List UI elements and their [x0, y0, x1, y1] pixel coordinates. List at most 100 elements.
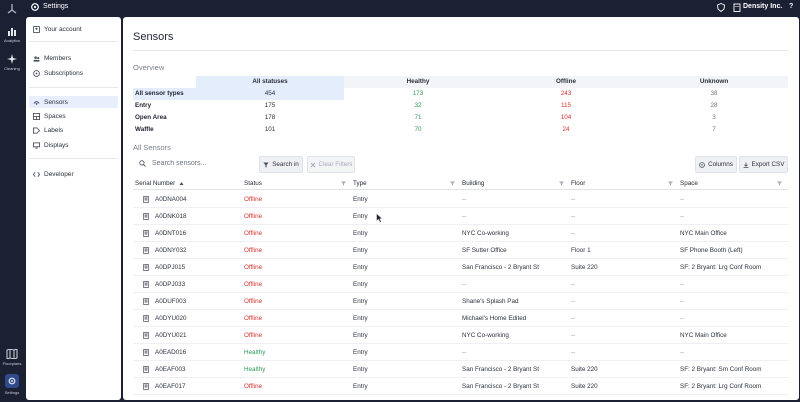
- cell-serial-number[interactable]: A0DNA004: [155, 196, 187, 203]
- sensor-device-icon: [143, 366, 149, 373]
- cell-serial-number[interactable]: A0EAD016: [155, 349, 187, 356]
- cell-serial-number[interactable]: A0DPJ033: [155, 281, 186, 288]
- cell-floor: Suite 220: [571, 383, 598, 390]
- sidenav-item-subscriptions[interactable]: Subscriptions: [29, 67, 118, 79]
- table-row[interactable]: A0DPJ015 Offline Entry San Francisco - 2 Br…: [133, 259, 788, 276]
- table-row[interactable]: A0EAD016 Healthy Entry -- -- --: [133, 344, 788, 361]
- sidenav-item-your-account[interactable]: Your account: [29, 23, 118, 35]
- sidenav-item-spaces[interactable]: Spaces: [29, 110, 118, 122]
- filter-icon[interactable]: [559, 181, 564, 186]
- help-button[interactable]: ?: [789, 3, 794, 10]
- overview-col-offline[interactable]: Offline: [492, 76, 640, 88]
- sidenav-item-sensors[interactable]: Sensors: [29, 96, 118, 108]
- cell-type: Entry: [353, 264, 368, 271]
- table-row[interactable]: A0EAF017 Offline Entry San Francisco - 2 Br…: [133, 378, 788, 395]
- cell-status: Offline: [244, 383, 263, 390]
- table-row[interactable]: A0DNT016 Offline Entry NYC Co-working -- NYC …: [133, 225, 788, 242]
- shield-icon[interactable]: [717, 3, 725, 12]
- cell-serial-number[interactable]: A0DNY032: [155, 247, 187, 254]
- search-in-button[interactable]: Search in: [259, 156, 303, 173]
- table-row[interactable]: A0EAF003 Healthy Entry San Francisco - 2 Br…: [133, 361, 788, 378]
- cell-serial-number[interactable]: A0DNT016: [155, 230, 187, 237]
- top-bar: Settings Density Inc. ?: [24, 0, 800, 15]
- settings-sidenav: Your account Members Subscriptions Senso…: [26, 17, 121, 400]
- table-row[interactable]: A0DUF003 Offline Entry Shane's Splash Pad --…: [133, 293, 788, 310]
- filter-icon[interactable]: [668, 181, 673, 186]
- sensor-device-icon: [143, 298, 149, 305]
- density-logo-icon[interactable]: [5, 3, 19, 17]
- title-divider: [133, 50, 788, 51]
- overview-col-healthy[interactable]: Healthy: [344, 76, 492, 88]
- main-content: Sensors Overview All statuses Healthy Of…: [123, 17, 799, 400]
- overview-title: Overview: [133, 63, 165, 72]
- cell-building: Shane's Splash Pad: [462, 298, 519, 305]
- sensor-device-icon: [143, 315, 149, 322]
- cell-type: Entry: [353, 281, 368, 288]
- table-row[interactable]: A0DYU020 Offline Entry Michael's Home Edite…: [133, 310, 788, 327]
- cell-serial-number[interactable]: A0DYU021: [155, 332, 187, 339]
- clear-filters-button[interactable]: Clear Filters: [307, 156, 355, 173]
- cell-status: Offline: [244, 213, 263, 220]
- col-header-type[interactable]: Type: [353, 177, 456, 190]
- overview-row[interactable]: Entry 175 32 115 28: [133, 100, 788, 112]
- sensor-device-icon: [143, 281, 149, 288]
- search-in-label: Search in: [272, 161, 299, 168]
- overview-row[interactable]: All sensor types 454 173 243 38: [133, 88, 788, 100]
- code-icon: [33, 171, 40, 177]
- table-row[interactable]: A0DPJ033 Offline Entry -- -- --: [133, 276, 788, 293]
- cell-floor: --: [571, 349, 576, 356]
- sidenav-item-label: Spaces: [44, 112, 66, 120]
- cell-floor: --: [571, 315, 576, 322]
- table-row[interactable]: A0DNA004 Offline Entry -- -- --: [133, 191, 788, 208]
- rail-item-label: Floorplans: [2, 361, 22, 366]
- cell-floor: Suite 220: [571, 366, 598, 373]
- display-icon: [33, 141, 40, 149]
- sensor-device-icon: [143, 383, 149, 390]
- filter-icon[interactable]: [341, 181, 346, 186]
- cell-type: Entry: [353, 196, 368, 203]
- cell-building: --: [462, 281, 467, 288]
- sidenav-item-developer[interactable]: Developer: [29, 168, 118, 180]
- rail-item-analytics[interactable]: Analytics: [0, 26, 24, 43]
- cell-serial-number[interactable]: A0EAF003: [155, 366, 186, 373]
- col-header-floor[interactable]: Floor: [571, 177, 674, 190]
- cell-serial-number[interactable]: A0DPJ015: [155, 264, 186, 271]
- overview-col-all-statuses[interactable]: All statuses: [196, 76, 344, 88]
- overview-row[interactable]: Waffle 101 70 24 7: [133, 124, 788, 136]
- cell-serial-number[interactable]: A0EAF017: [155, 383, 186, 390]
- overview-value: 3: [712, 114, 716, 121]
- export-csv-button[interactable]: Export CSV: [739, 156, 788, 173]
- overview-col-unknown[interactable]: Unknown: [640, 76, 788, 88]
- filter-icon[interactable]: [450, 181, 455, 186]
- table-row[interactable]: A0DNK018 Offline Entry -- -- --: [133, 208, 788, 225]
- table-row[interactable]: A0DNY032 Offline Entry SF Sutter Office Floo…: [133, 242, 788, 259]
- cell-space: --: [680, 213, 685, 220]
- overview-value: 38: [640, 88, 788, 100]
- sensor-device-icon: [143, 247, 149, 254]
- rail-item-label: Settings: [4, 390, 20, 395]
- columns-button[interactable]: Columns: [695, 156, 737, 173]
- cell-serial-number[interactable]: A0DNK018: [155, 213, 187, 220]
- sidenav-item-displays[interactable]: Displays: [29, 139, 118, 151]
- cell-type: Entry: [353, 298, 368, 305]
- col-header-building[interactable]: Building: [462, 177, 565, 190]
- rail-item-settings[interactable]: Settings: [0, 374, 24, 395]
- cell-serial-number[interactable]: A0DUF003: [155, 298, 187, 305]
- organization-name[interactable]: Density Inc.: [743, 3, 783, 10]
- filter-icon[interactable]: [777, 181, 782, 186]
- cell-serial-number[interactable]: A0DYU020: [155, 315, 187, 322]
- sidenav-item-labels[interactable]: Labels: [29, 124, 118, 136]
- rail-item-cleaning[interactable]: Cleaning: [0, 54, 24, 71]
- col-header-status[interactable]: Status: [244, 177, 347, 190]
- rail-item-floorplans[interactable]: Floorplans: [0, 349, 24, 366]
- search-input[interactable]: [152, 160, 352, 167]
- sort-ascending-icon[interactable]: [179, 181, 184, 186]
- sensor-search-box[interactable]: [133, 155, 376, 172]
- sidenav-item-members[interactable]: Members: [29, 52, 118, 64]
- overview-row[interactable]: Open Area 178 71 104 3: [133, 112, 788, 124]
- col-header-space[interactable]: Space: [680, 177, 783, 190]
- overview-row-label: Entry: [135, 102, 152, 109]
- col-header-serial-number[interactable]: Serial Number: [135, 177, 184, 190]
- table-row[interactable]: A0DYU021 Offline Entry NYC Co-working -- NYC …: [133, 327, 788, 344]
- overview-value: 104: [560, 114, 572, 121]
